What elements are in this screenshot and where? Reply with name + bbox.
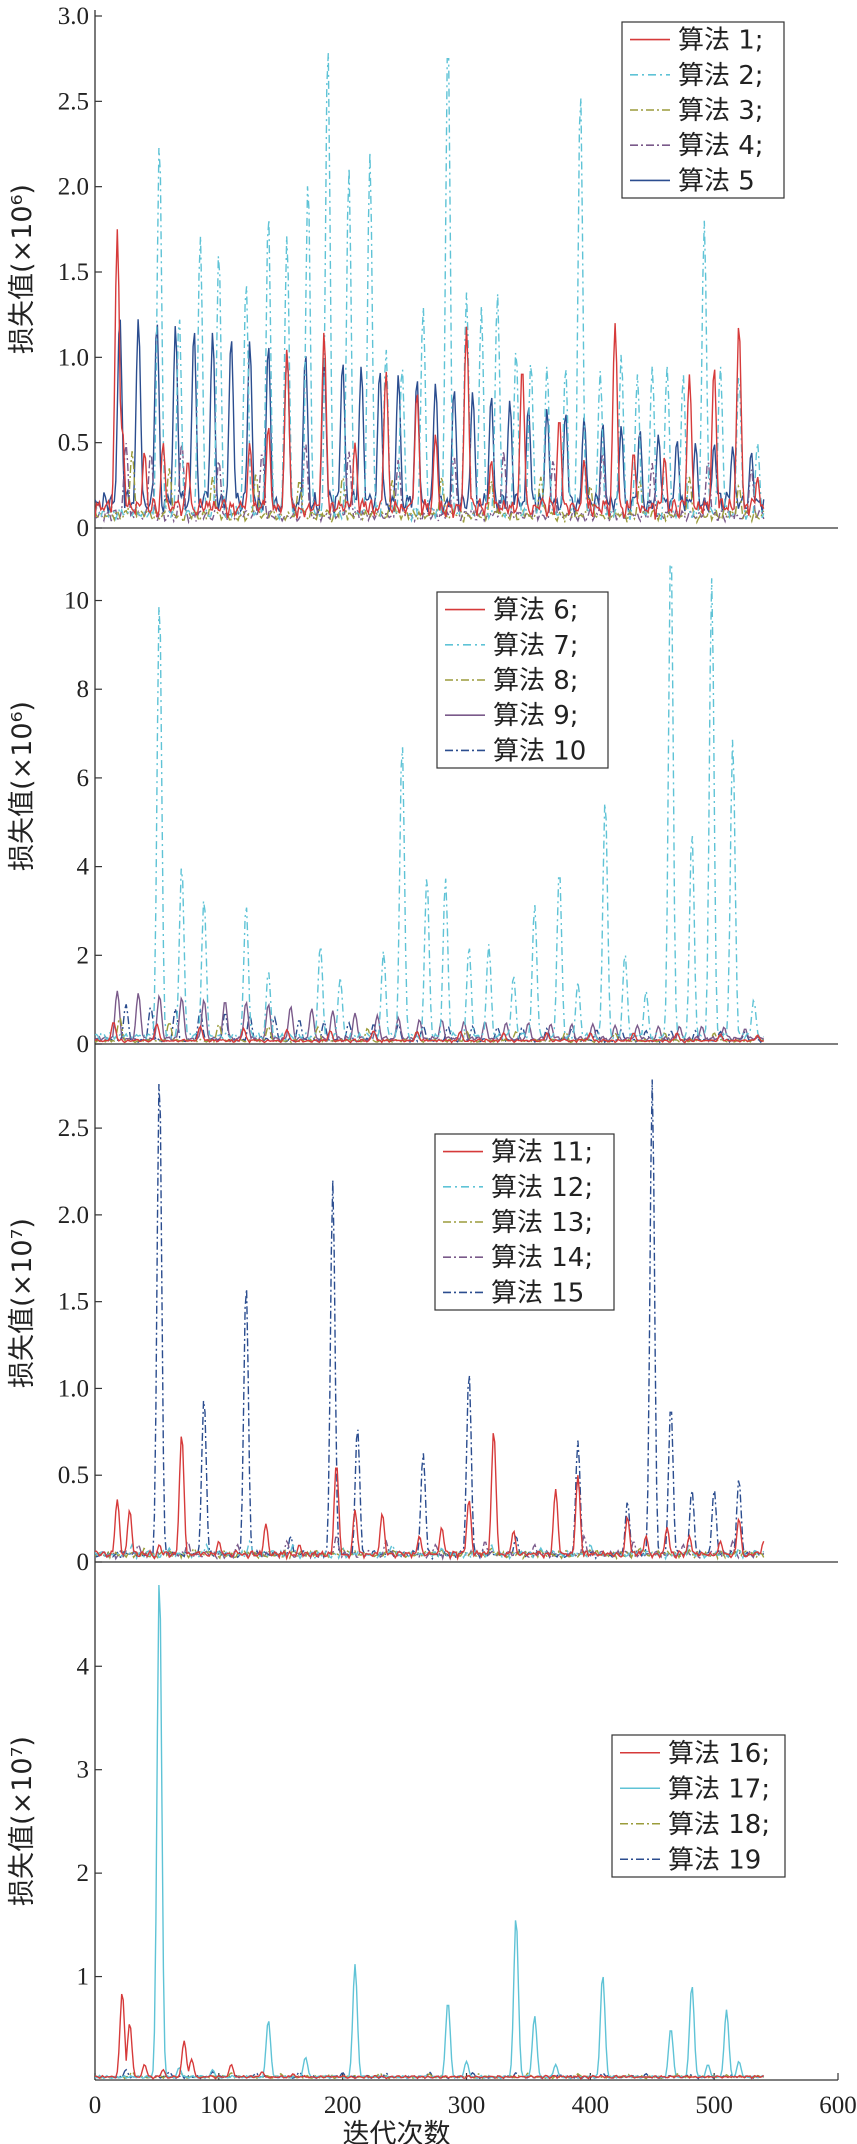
legend: 算法 6; 算法 7; 算法 8; 算法 9; 算法 10 — [436, 591, 609, 769]
x-axis-label: 迭代次数 — [343, 2119, 451, 2144]
x-tick-label: 600 — [819, 2092, 857, 2119]
y-axis-label: 损失值(×10⁶) — [7, 701, 38, 871]
y-tick-label: 0 — [77, 515, 90, 542]
y-tick-label: 0.5 — [58, 1462, 89, 1489]
legend-label: 算法 10 — [493, 736, 586, 766]
series-line-5 — [95, 1004, 765, 1044]
series-line-1 — [95, 1993, 765, 2080]
y-tick-label: 2 — [77, 1860, 90, 1887]
y-axis-label: 损失值(×10⁷) — [7, 1218, 38, 1388]
x-tick-label: 200 — [324, 2092, 362, 2119]
y-tick-label: 1.0 — [58, 344, 89, 371]
y-axis-label: 损失值(×10⁶) — [7, 184, 38, 354]
y-tick-label: 2 — [77, 942, 90, 969]
series-line-5 — [95, 319, 765, 517]
y-tick-label: 2.0 — [58, 1202, 89, 1229]
chart-panel-4: 1 2 3 4 损失值(×10⁷) 0 100 200 300 400 500 600 迭代次数 算法 1… — [7, 1562, 857, 2144]
series-line-4 — [95, 443, 765, 525]
legend-label: 算法 7; — [493, 631, 579, 661]
legend-label: 算法 4; — [678, 131, 764, 161]
y-tick-label: 4 — [77, 854, 90, 881]
legend-label: 算法 5 — [678, 166, 755, 196]
series-line-2 — [95, 564, 765, 1043]
y-tick-label: 4 — [77, 1653, 90, 1680]
y-tick-label: 0.5 — [58, 430, 89, 457]
x-tick-label: 0 — [89, 2092, 102, 2119]
y-tick-label: 2.5 — [58, 1115, 89, 1142]
legend-label: 算法 2; — [678, 61, 764, 91]
y-tick-label: 3 — [77, 1757, 90, 1784]
legend-label: 算法 6; — [493, 596, 579, 626]
legend-label: 算法 17; — [668, 1774, 770, 1804]
legend: 算法 16; 算法 17; 算法 18; 算法 19 — [611, 1734, 786, 1878]
y-axis-label: 损失值(×10⁷) — [7, 1736, 38, 1906]
y-tick-label: 1 — [77, 1964, 90, 1991]
legend-label: 算法 14; — [491, 1243, 593, 1273]
legend: 算法 11; 算法 12; 算法 13; 算法 14; 算法 15 — [434, 1133, 615, 1311]
series-line-2 — [95, 52, 765, 523]
y-tick-label: 1.5 — [58, 1289, 89, 1316]
series-line-1 — [95, 229, 765, 520]
series-line-3 — [95, 2070, 765, 2080]
chart-panel-2: 0 2 4 6 8 10 损失值(×10⁶) 算法 6; 算法 7; 算法 8; 算法 9; 算法 1… — [7, 528, 838, 1058]
legend-label: 算法 8; — [493, 666, 579, 696]
y-tick-label: 1.0 — [58, 1375, 89, 1402]
x-tick-label: 400 — [572, 2092, 610, 2119]
legend-label: 算法 12; — [491, 1173, 593, 1203]
series-line-3 — [95, 451, 765, 525]
legend-label: 算法 3; — [678, 96, 764, 126]
legend-box — [611, 1734, 786, 1878]
y-tick-label: 3.0 — [58, 3, 89, 30]
y-tick-label: 1.5 — [58, 259, 89, 286]
y-tick-label: 8 — [77, 676, 90, 703]
legend-label: 算法 18; — [668, 1810, 770, 1840]
y-tick-label: 10 — [64, 588, 89, 615]
x-tick-label: 100 — [200, 2092, 238, 2119]
series-line-1 — [95, 1022, 764, 1044]
legend-label: 算法 11; — [491, 1138, 593, 1168]
legend: 算法 1; 算法 2; 算法 3; 算法 4; 算法 5 — [621, 21, 785, 199]
y-tick-label: 0 — [77, 1031, 90, 1058]
legend-label: 算法 16; — [668, 1739, 770, 1769]
series-line-1 — [95, 1433, 765, 1561]
legend-label: 算法 15 — [491, 1278, 584, 1308]
y-tick-label: 6 — [77, 765, 90, 792]
series-line-3 — [95, 1016, 764, 1044]
y-tick-label: 2.0 — [58, 174, 89, 201]
x-tick-label: 300 — [448, 2092, 486, 2119]
x-tick-label: 500 — [695, 2092, 733, 2119]
series-line-5 — [95, 1079, 764, 1561]
y-tick-label: 2.5 — [58, 88, 89, 115]
legend-label: 算法 9; — [493, 701, 579, 731]
y-tick-label: 0 — [77, 1549, 90, 1576]
series-line-2 — [95, 1539, 765, 1561]
legend-label: 算法 13; — [491, 1208, 593, 1238]
legend-label: 算法 19 — [668, 1845, 761, 1875]
legend-label: 算法 1; — [678, 26, 764, 56]
